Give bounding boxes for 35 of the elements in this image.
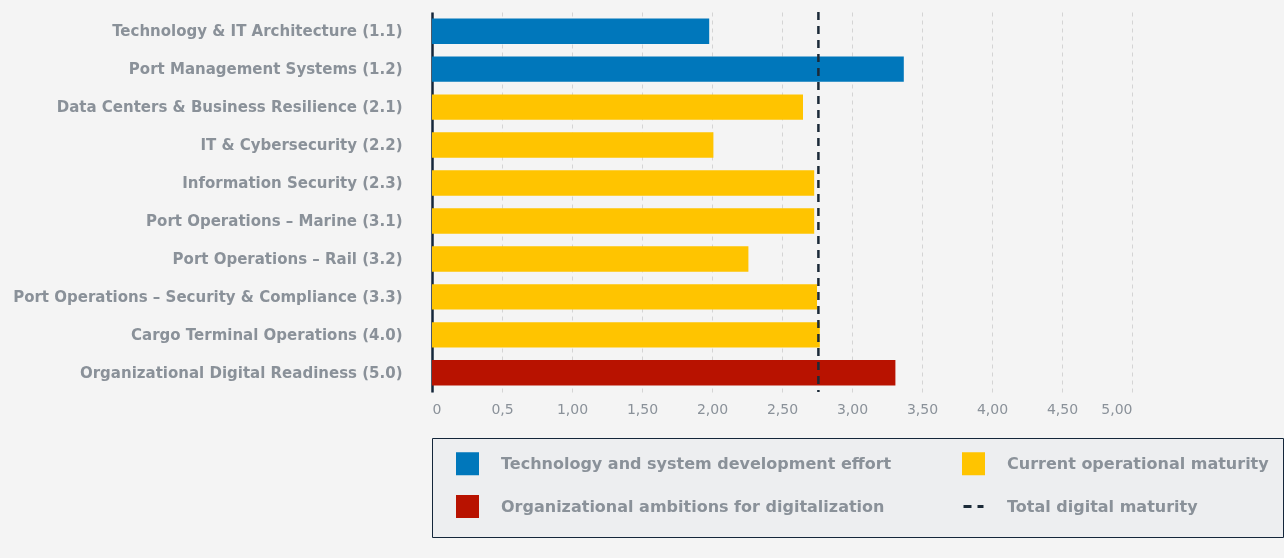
- y-tick-label: Port Operations – Security & Compliance (3.3): [13, 287, 403, 306]
- bar: [432, 360, 896, 386]
- bar: [432, 208, 815, 234]
- x-tick-label: 0,5: [491, 400, 514, 417]
- x-tick-label: 4,00: [976, 400, 1009, 417]
- x-tick-label: 5,00: [1101, 400, 1133, 417]
- y-tick-label: Technology & IT Architecture (1.1): [112, 22, 403, 41]
- legend-label: Technology and system development effort: [501, 453, 892, 473]
- bar: [432, 56, 904, 82]
- y-tick-label: Cargo Terminal Operations (4.0): [131, 325, 403, 344]
- x-tick-label: 2,50: [766, 400, 799, 417]
- bar: [432, 18, 710, 44]
- legend-label: Current operational maturity: [1007, 453, 1270, 473]
- y-tick-label: Data Centers & Business Resilience (2.1): [56, 98, 403, 117]
- y-tick-label: Information Security (2.3): [182, 174, 403, 193]
- y-tick-label: Port Operations – Rail (3.2): [172, 249, 403, 268]
- x-tick-label: 3,00: [836, 400, 869, 417]
- bar: [432, 94, 803, 120]
- bar: [432, 132, 714, 158]
- x-tick-label: 0: [432, 400, 442, 417]
- y-tick-label: Port Management Systems (1.2): [128, 60, 403, 79]
- x-tick-label: 2,00: [696, 400, 729, 417]
- bar: [432, 170, 815, 196]
- x-tick-label: 1,00: [556, 400, 589, 417]
- x-tick-label: 3,50: [906, 400, 939, 417]
- legend-label: Total digital maturity: [1007, 496, 1199, 516]
- y-tick-label: IT & Cybersecurity (2.2): [200, 136, 403, 155]
- x-tick-label: 4,50: [1046, 400, 1079, 417]
- bar: [432, 322, 820, 348]
- legend-label: Organizational ambitions for digitalization: [501, 496, 885, 516]
- y-tick-label: Organizational Digital Readiness (5.0): [79, 363, 403, 382]
- bar: [432, 284, 817, 310]
- y-tick-label: Port Operations – Marine (3.1): [146, 211, 403, 230]
- bar: [432, 246, 749, 272]
- x-tick-label: 1,50: [626, 400, 659, 417]
